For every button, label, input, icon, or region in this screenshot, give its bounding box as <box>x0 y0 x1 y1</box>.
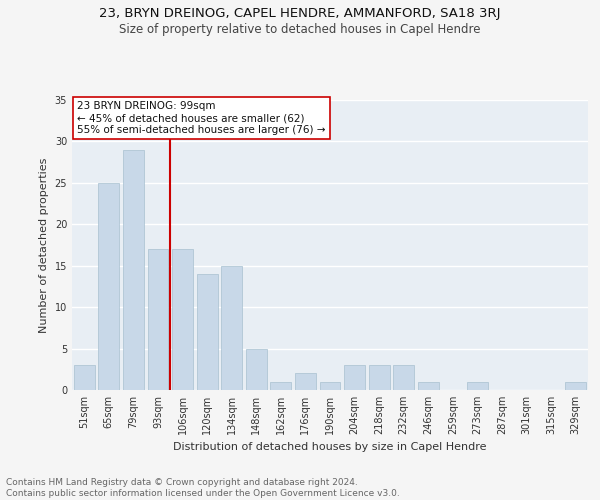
Bar <box>368 365 389 390</box>
Bar <box>197 274 218 390</box>
Bar <box>246 348 267 390</box>
Y-axis label: Number of detached properties: Number of detached properties <box>39 158 49 332</box>
Bar <box>418 382 439 390</box>
Text: 23 BRYN DREINOG: 99sqm
← 45% of detached houses are smaller (62)
55% of semi-det: 23 BRYN DREINOG: 99sqm ← 45% of detached… <box>77 102 326 134</box>
Bar <box>320 382 340 390</box>
Bar <box>467 382 488 390</box>
Text: Size of property relative to detached houses in Capel Hendre: Size of property relative to detached ho… <box>119 22 481 36</box>
Bar <box>123 150 144 390</box>
Bar <box>565 382 586 390</box>
Text: Contains HM Land Registry data © Crown copyright and database right 2024.
Contai: Contains HM Land Registry data © Crown c… <box>6 478 400 498</box>
Bar <box>344 365 365 390</box>
Text: Distribution of detached houses by size in Capel Hendre: Distribution of detached houses by size … <box>173 442 487 452</box>
Bar <box>172 249 193 390</box>
Bar <box>74 365 95 390</box>
Text: 23, BRYN DREINOG, CAPEL HENDRE, AMMANFORD, SA18 3RJ: 23, BRYN DREINOG, CAPEL HENDRE, AMMANFOR… <box>99 8 501 20</box>
Bar <box>295 374 316 390</box>
Bar <box>148 249 169 390</box>
Bar <box>393 365 414 390</box>
Bar <box>271 382 292 390</box>
Bar <box>221 266 242 390</box>
Bar <box>98 183 119 390</box>
